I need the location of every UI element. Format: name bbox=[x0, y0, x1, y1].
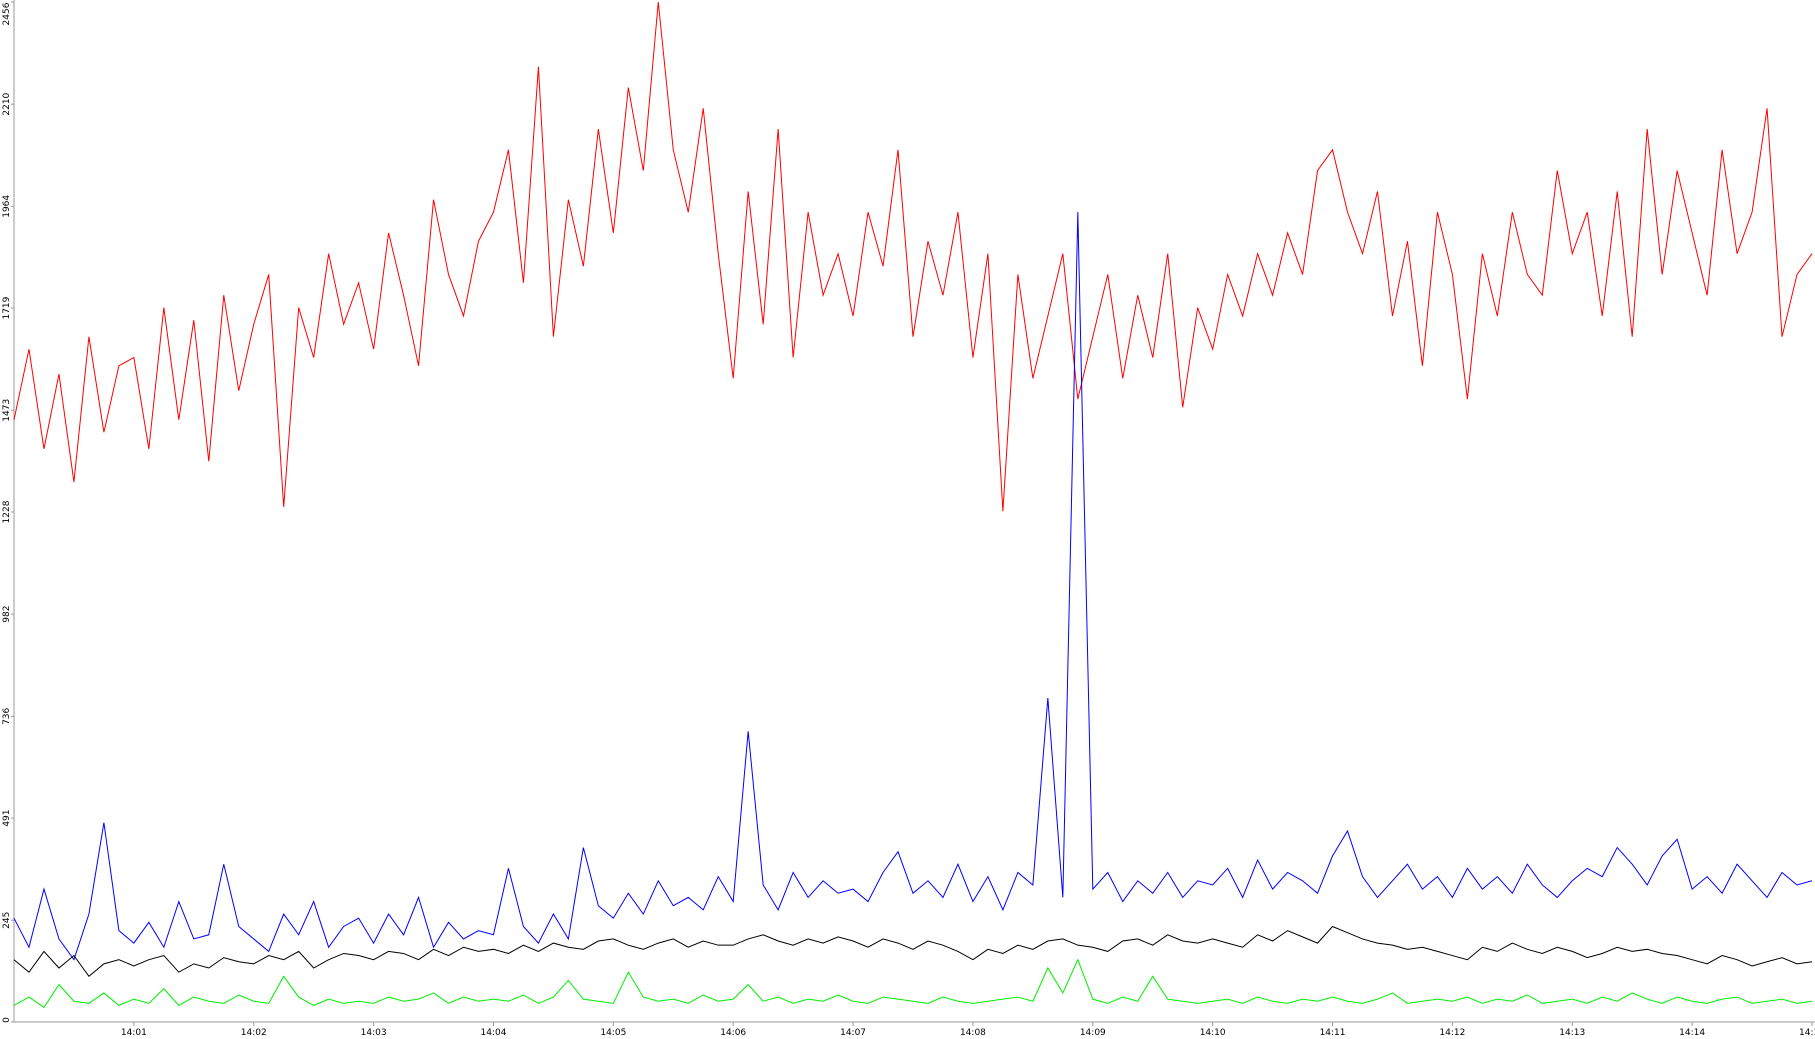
y-tick-label: 1719 bbox=[2, 296, 12, 319]
x-tick-label: 14:09 bbox=[1080, 1028, 1106, 1038]
y-tick-label: 1228 bbox=[2, 500, 12, 523]
x-tick-label: 14:06 bbox=[720, 1028, 746, 1038]
y-tick-label: 491 bbox=[2, 809, 12, 826]
y-tick-label: 2456 bbox=[2, 2, 12, 25]
y-tick-label: 982 bbox=[2, 606, 12, 623]
series-line bbox=[13, 1, 1813, 512]
x-tick-label: 14:03 bbox=[361, 1028, 387, 1038]
y-tick-label: 245 bbox=[2, 912, 12, 929]
series-line bbox=[13, 958, 1813, 1009]
x-tick-label: 14:04 bbox=[480, 1028, 506, 1038]
series-line bbox=[13, 925, 1813, 978]
y-tick-label: 736 bbox=[2, 707, 12, 724]
x-tick-label: 14:01 bbox=[121, 1028, 147, 1038]
y-tick-label: 1473 bbox=[2, 399, 12, 422]
x-tick-label: 14:05 bbox=[600, 1028, 626, 1038]
x-tick-label: 14:02 bbox=[241, 1028, 267, 1038]
x-tick-label: 14:14 bbox=[1679, 1028, 1705, 1038]
x-tick-label: 14:08 bbox=[960, 1028, 986, 1038]
x-tick-label: 14:07 bbox=[840, 1028, 866, 1038]
x-tick-label: 14:15 bbox=[1799, 1028, 1815, 1038]
y-tick-label: 1964 bbox=[2, 195, 12, 218]
series-line bbox=[13, 212, 1813, 961]
x-tick-label: 14:11 bbox=[1320, 1028, 1346, 1038]
x-tick-label: 14:13 bbox=[1559, 1028, 1585, 1038]
x-tick-label: 14:12 bbox=[1439, 1028, 1465, 1038]
y-tick-label: 0 bbox=[2, 1017, 12, 1023]
y-tick-label: 2210 bbox=[2, 92, 12, 115]
x-tick-label: 14:10 bbox=[1200, 1028, 1226, 1038]
